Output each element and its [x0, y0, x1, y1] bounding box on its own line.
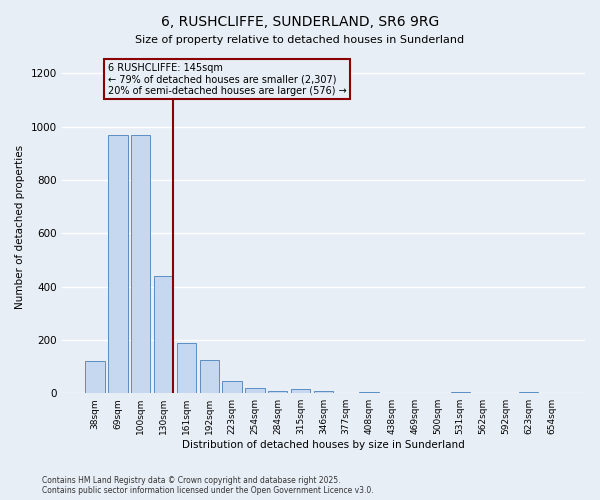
Bar: [268, 390, 287, 393]
Bar: [245, 388, 265, 393]
Bar: [223, 381, 242, 393]
Bar: [154, 276, 173, 393]
Text: 6 RUSHCLIFFE: 145sqm
← 79% of detached houses are smaller (2,307)
20% of semi-de: 6 RUSHCLIFFE: 145sqm ← 79% of detached h…: [108, 62, 346, 96]
Text: Size of property relative to detached houses in Sunderland: Size of property relative to detached ho…: [136, 35, 464, 45]
Bar: [359, 392, 379, 393]
Bar: [85, 361, 105, 393]
Bar: [108, 134, 128, 393]
X-axis label: Distribution of detached houses by size in Sunderland: Distribution of detached houses by size …: [182, 440, 465, 450]
Text: Contains HM Land Registry data © Crown copyright and database right 2025.
Contai: Contains HM Land Registry data © Crown c…: [42, 476, 374, 495]
Bar: [200, 360, 219, 393]
Bar: [519, 392, 538, 393]
Bar: [177, 342, 196, 393]
Bar: [291, 389, 310, 393]
Text: 6, RUSHCLIFFE, SUNDERLAND, SR6 9RG: 6, RUSHCLIFFE, SUNDERLAND, SR6 9RG: [161, 15, 439, 29]
Bar: [131, 134, 151, 393]
Bar: [451, 392, 470, 393]
Y-axis label: Number of detached properties: Number of detached properties: [15, 144, 25, 308]
Bar: [314, 390, 333, 393]
